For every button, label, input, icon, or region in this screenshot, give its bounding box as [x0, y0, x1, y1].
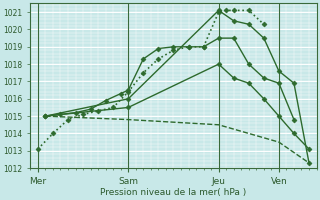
X-axis label: Pression niveau de la mer( hPa ): Pression niveau de la mer( hPa )	[100, 188, 247, 197]
